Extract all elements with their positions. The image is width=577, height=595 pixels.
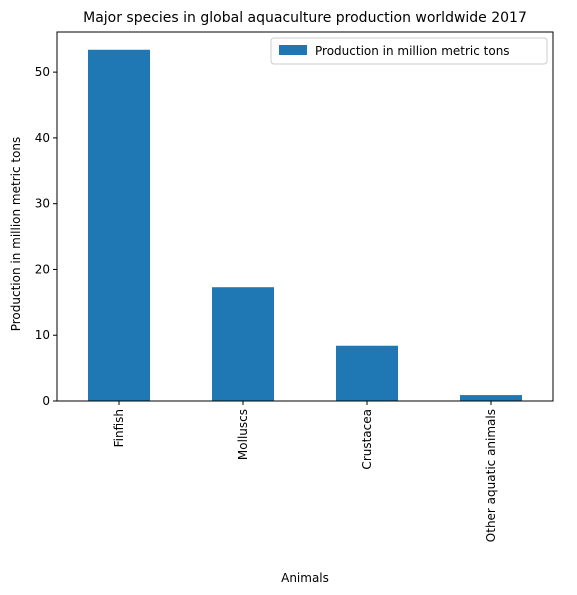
plot-frame [56, 31, 554, 402]
y-tick-label: 30 [35, 197, 50, 211]
x-tick-label: Molluscs [236, 409, 250, 460]
legend-label: Production in million metric tons [315, 44, 510, 58]
x-tick-label: Other aquatic animals [484, 409, 498, 542]
x-tick-label: Crustacea [360, 409, 374, 470]
chart-title: Major species in global aquaculture prod… [83, 10, 527, 26]
y-axis-label: Production in million metric tons [9, 137, 23, 332]
legend-frame [270, 37, 548, 65]
y-tick-label: 0 [42, 394, 50, 408]
plot-area: 0 10 20 30 40 50 Finfish Molluscs Crustacea Other… [35, 31, 554, 542]
y-tick-label: 10 [35, 328, 50, 342]
bar-molluscs [212, 287, 274, 401]
y-tick-label: 20 [35, 262, 50, 276]
bar-crustacea [336, 345, 398, 401]
x-axis-label: Animals [281, 571, 329, 585]
x-tick-label: Finfish [112, 409, 126, 447]
bar-finfish [88, 49, 150, 401]
bar-other-aquatic-animals [460, 395, 522, 401]
y-tick-label: 40 [35, 131, 50, 145]
legend-swatch [279, 45, 307, 55]
y-tick-label: 50 [35, 65, 50, 79]
legend: Production in million metric tons [270, 37, 548, 65]
